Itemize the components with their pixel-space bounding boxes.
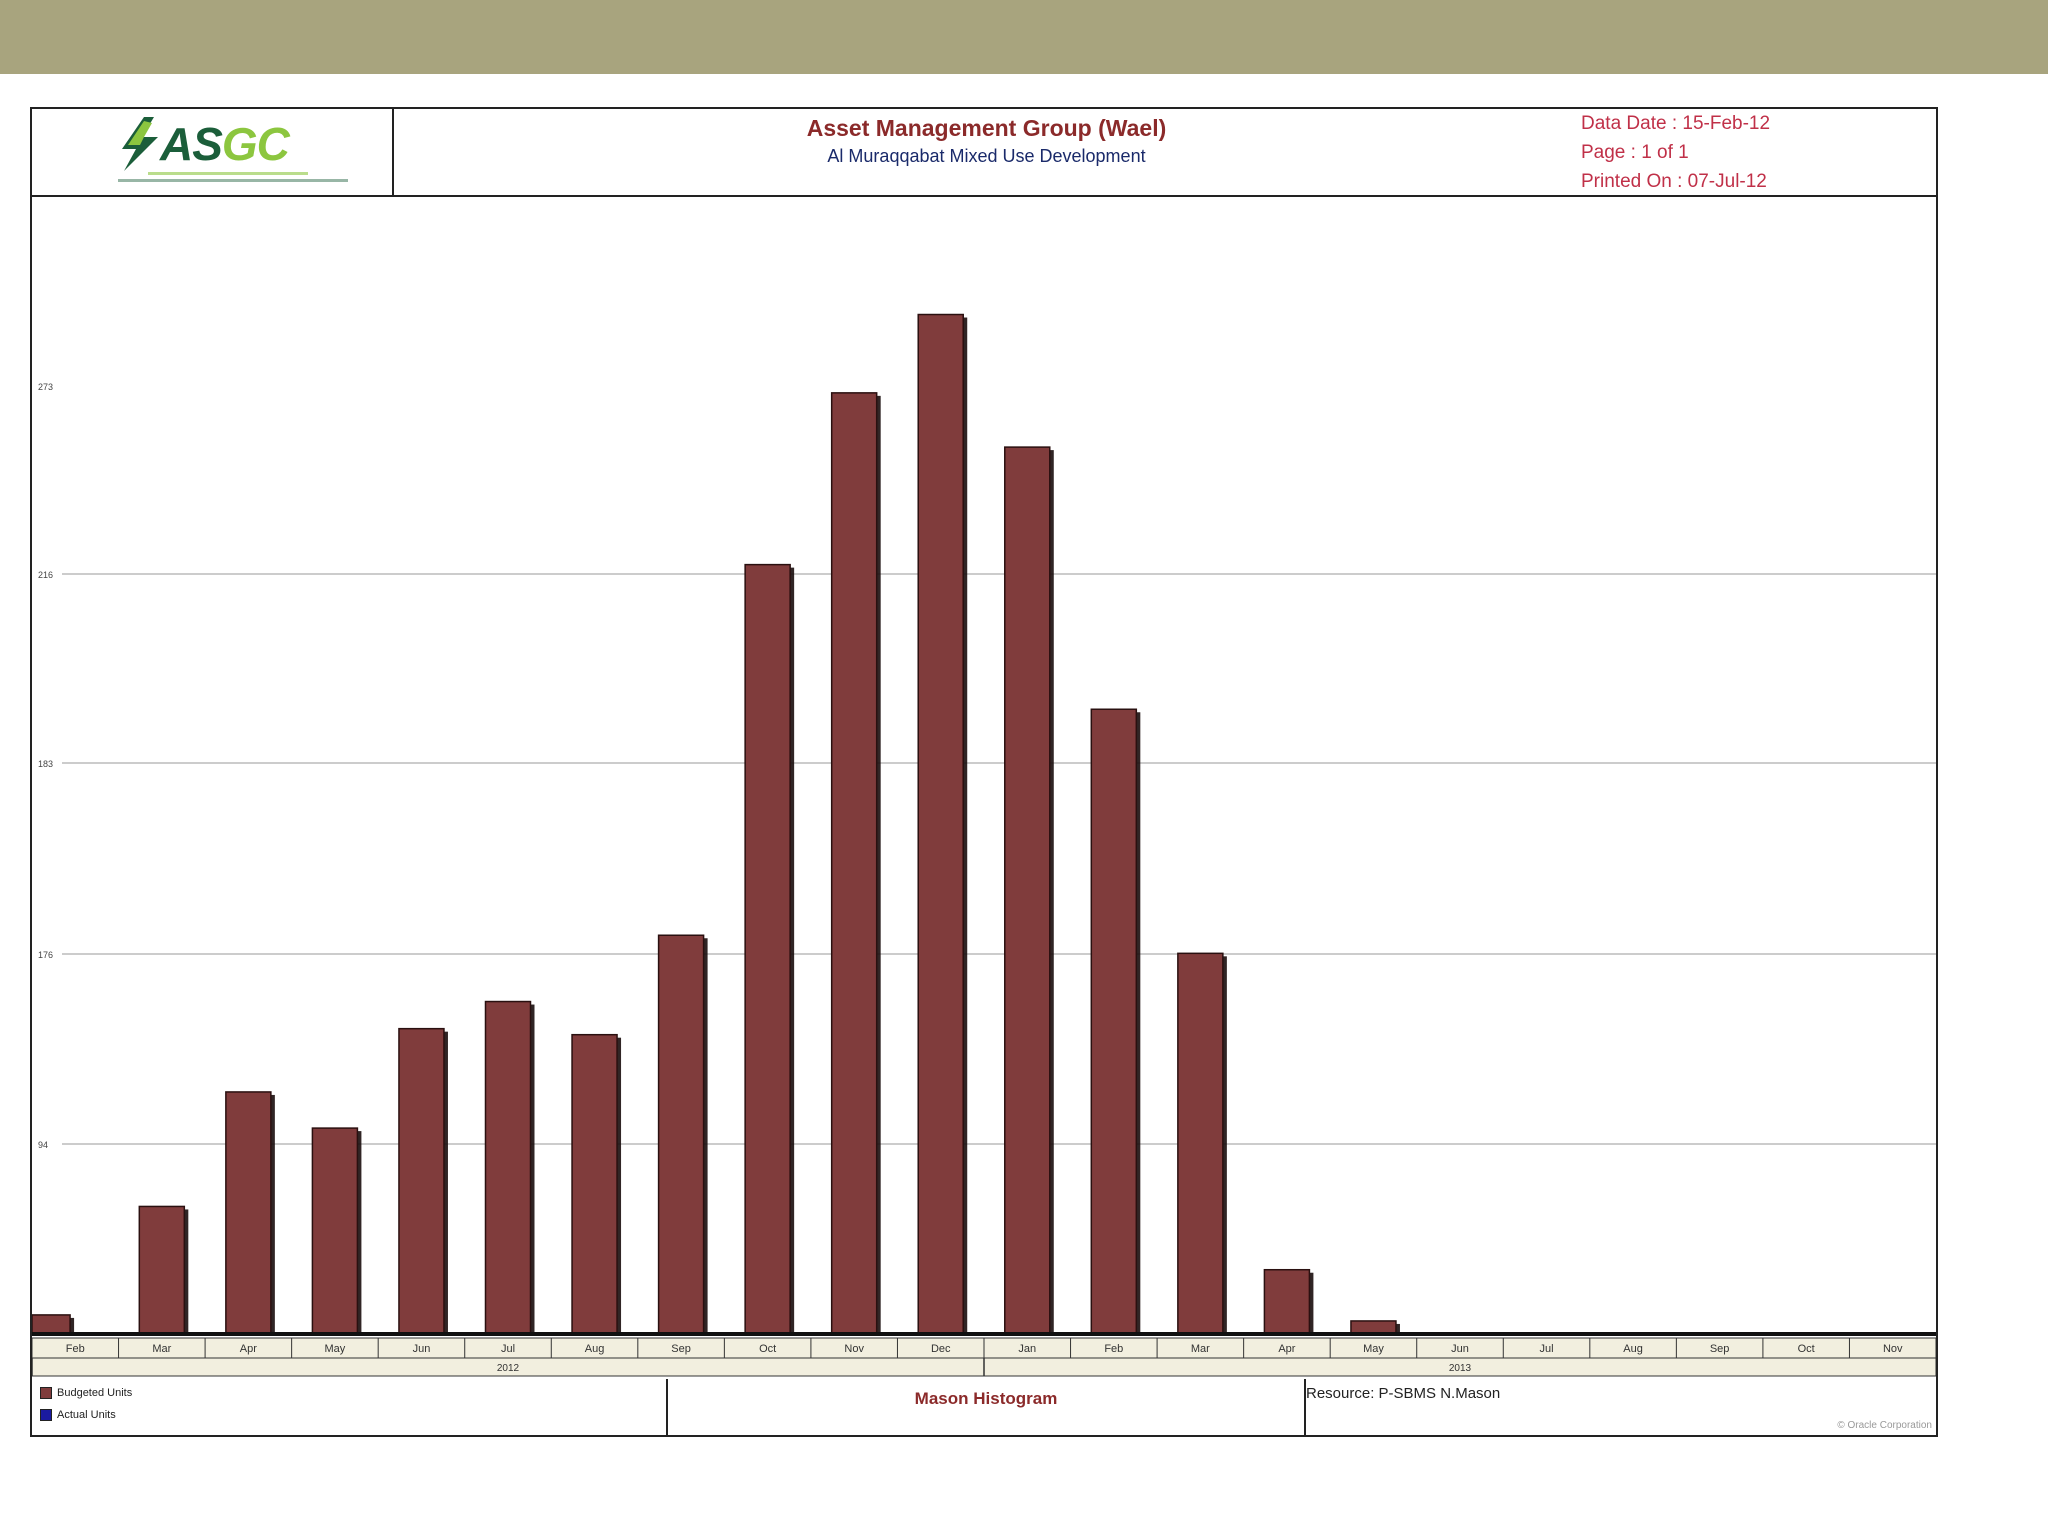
- bar: [571, 1033, 618, 1334]
- x-tick-label: Aug: [1623, 1343, 1643, 1355]
- bar: [225, 1091, 272, 1334]
- x-tick-label: Mar: [1191, 1343, 1210, 1355]
- bar: [311, 1127, 359, 1334]
- x-tick-label: Dec: [931, 1343, 951, 1355]
- legend-swatch-budgeted: [40, 1387, 52, 1400]
- bar: [1090, 708, 1138, 1334]
- bar: [657, 934, 705, 1334]
- bar: [917, 313, 964, 1334]
- y-tick-label: 273: [38, 382, 53, 392]
- header-divider: [32, 195, 1936, 197]
- logo-bolt-icon: [122, 117, 158, 171]
- logo-cell: ASGC: [32, 109, 394, 195]
- x-tick-label: Jun: [413, 1343, 431, 1355]
- legend-budgeted: Budgeted Units: [40, 1387, 133, 1400]
- legend-label-budgeted: Budgeted Units: [57, 1387, 133, 1399]
- x-tick-label: Jul: [501, 1343, 515, 1355]
- x-tick-label: Jan: [1018, 1343, 1036, 1355]
- resource-label: Resource: P-SBMS N.Mason: [1306, 1385, 1501, 1402]
- x-tick-label: Aug: [585, 1343, 605, 1355]
- top-banner: [0, 0, 2048, 74]
- x-tick-label: Jun: [1451, 1343, 1469, 1355]
- x-tick-label: Nov: [1883, 1343, 1903, 1355]
- company-logo: ASGC: [160, 118, 290, 170]
- x-tick-label: Sep: [671, 1343, 691, 1355]
- x-tick-label: Jul: [1540, 1343, 1554, 1355]
- printed-on: Printed On : 07-Jul-12: [1581, 171, 1767, 192]
- y-tick-label: 94: [38, 1140, 48, 1150]
- x-tick-label: Apr: [240, 1343, 257, 1355]
- logo-tagline: [118, 172, 348, 182]
- x-tick-label: May: [325, 1343, 346, 1355]
- x-tick-label: Feb: [1104, 1343, 1123, 1355]
- resource-cell: Resource: P-SBMS N.Mason © Oracle Corpor…: [1306, 1379, 1936, 1437]
- report-frame: ASGC Asset Management Group (Wael) Al Mu…: [30, 107, 1938, 1437]
- legend-footer: Budgeted Units Actual Units Mason Histog…: [32, 1379, 1936, 1437]
- bar: [1350, 1320, 1397, 1334]
- x-tick-label: Oct: [1798, 1343, 1815, 1355]
- x-tick-label: Sep: [1710, 1343, 1730, 1355]
- bar: [830, 392, 878, 1334]
- bar: [1177, 952, 1224, 1334]
- x-tick-label: Oct: [759, 1343, 776, 1355]
- copyright-text: © Oracle Corporation: [1837, 1420, 1932, 1431]
- legend-label-actual: Actual Units: [57, 1409, 116, 1421]
- x-tick-label: Apr: [1278, 1343, 1295, 1355]
- data-date: Data Date : 15-Feb-12: [1581, 113, 1771, 134]
- bar: [744, 563, 791, 1334]
- title-cell: Asset Management Group (Wael) Al Muraqqa…: [394, 109, 1579, 195]
- bar: [484, 1000, 532, 1334]
- y-tick-label: 216: [38, 570, 53, 580]
- chart-title-cell: Mason Histogram: [668, 1379, 1306, 1437]
- legend-swatch-actual: [40, 1409, 52, 1422]
- project-name: Al Muraqqabat Mixed Use Development: [827, 146, 1146, 166]
- y-tick-label: 176: [38, 950, 53, 960]
- legend-actual: Actual Units: [40, 1409, 116, 1422]
- x-tick-label: May: [1363, 1343, 1384, 1355]
- x-tick-label: Feb: [66, 1343, 85, 1355]
- year-label: 2012: [497, 1363, 520, 1374]
- legend: Budgeted Units Actual Units: [32, 1379, 668, 1437]
- y-tick-label: 183: [38, 759, 53, 769]
- histogram-chart: 94 176 183 216 273 Feb Mar Apr May Jun Jul Aug Sep Oc…: [32, 313, 1936, 1377]
- page-number: Page : 1 of 1: [1581, 142, 1689, 163]
- x-tick-label: Nov: [844, 1343, 864, 1355]
- bar: [32, 1314, 71, 1334]
- bar: [1004, 446, 1051, 1334]
- x-tick-label: Mar: [152, 1343, 171, 1355]
- bar: [138, 1205, 186, 1334]
- bar: [398, 1027, 445, 1334]
- year-label: 2013: [1449, 1363, 1472, 1374]
- bar: [1263, 1268, 1311, 1334]
- meta-cell: Data Date : 15-Feb-12 Page : 1 of 1 Prin…: [1579, 109, 1938, 195]
- report-title: Asset Management Group (Wael): [806, 115, 1167, 141]
- chart-title: Mason Histogram: [914, 1389, 1058, 1408]
